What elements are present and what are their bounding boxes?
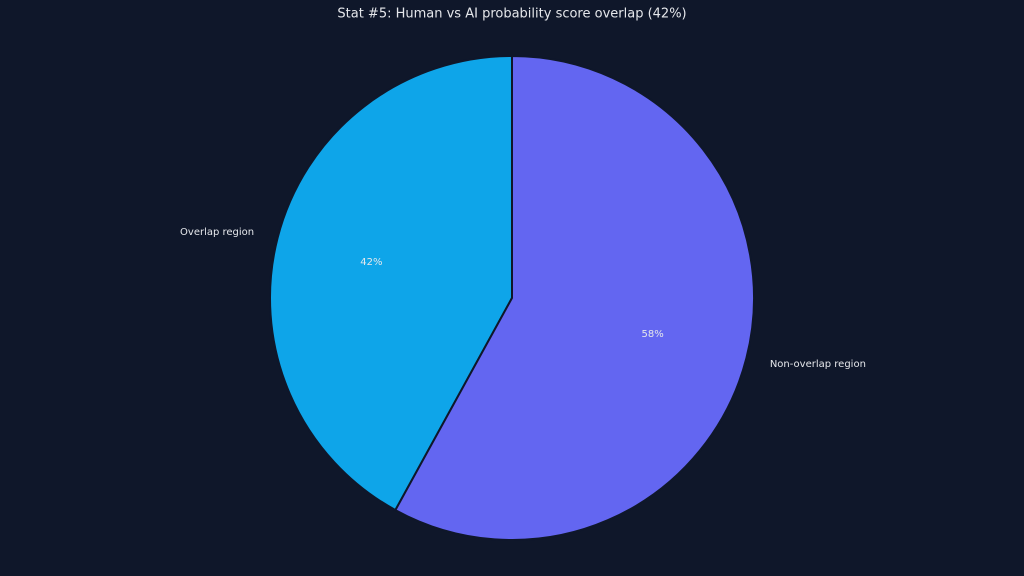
chart-title: Stat #5: Human vs AI probability score o…	[337, 7, 686, 22]
slice-value-label: 58%	[642, 329, 664, 340]
slice-category-label: Overlap region	[180, 227, 254, 238]
pie-slice	[269, 55, 513, 512]
slice-category-label: Non-overlap region	[770, 359, 866, 370]
pie-slice	[394, 55, 755, 541]
slice-value-label: 42%	[360, 257, 382, 268]
